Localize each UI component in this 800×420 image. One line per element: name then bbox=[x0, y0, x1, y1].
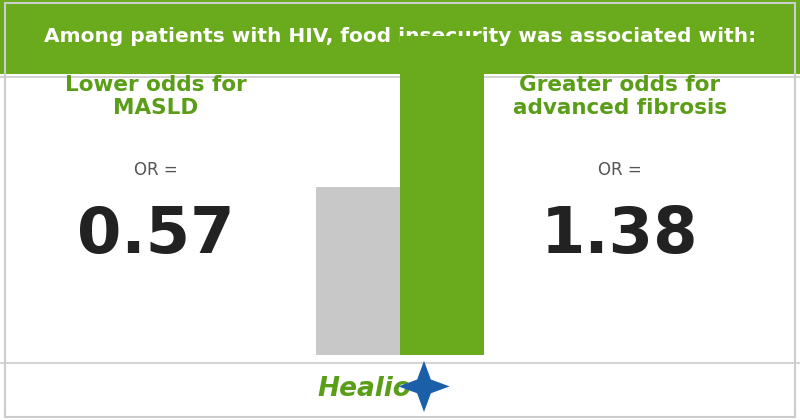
Bar bbox=[0, 0, 800, 74]
Text: Lower odds for
MASLD: Lower odds for MASLD bbox=[65, 75, 247, 118]
Text: 0.57: 0.57 bbox=[77, 204, 235, 266]
Polygon shape bbox=[398, 361, 450, 412]
Text: Healio: Healio bbox=[317, 375, 411, 402]
Text: OR =: OR = bbox=[598, 161, 642, 179]
Text: 1.38: 1.38 bbox=[541, 204, 699, 266]
Bar bbox=[316, 187, 400, 355]
Bar bbox=[400, 36, 484, 355]
Text: Greater odds for
advanced fibrosis: Greater odds for advanced fibrosis bbox=[513, 75, 727, 118]
Text: OR =: OR = bbox=[134, 161, 178, 179]
Text: Among patients with HIV, food insecurity was associated with:: Among patients with HIV, food insecurity… bbox=[44, 27, 756, 46]
